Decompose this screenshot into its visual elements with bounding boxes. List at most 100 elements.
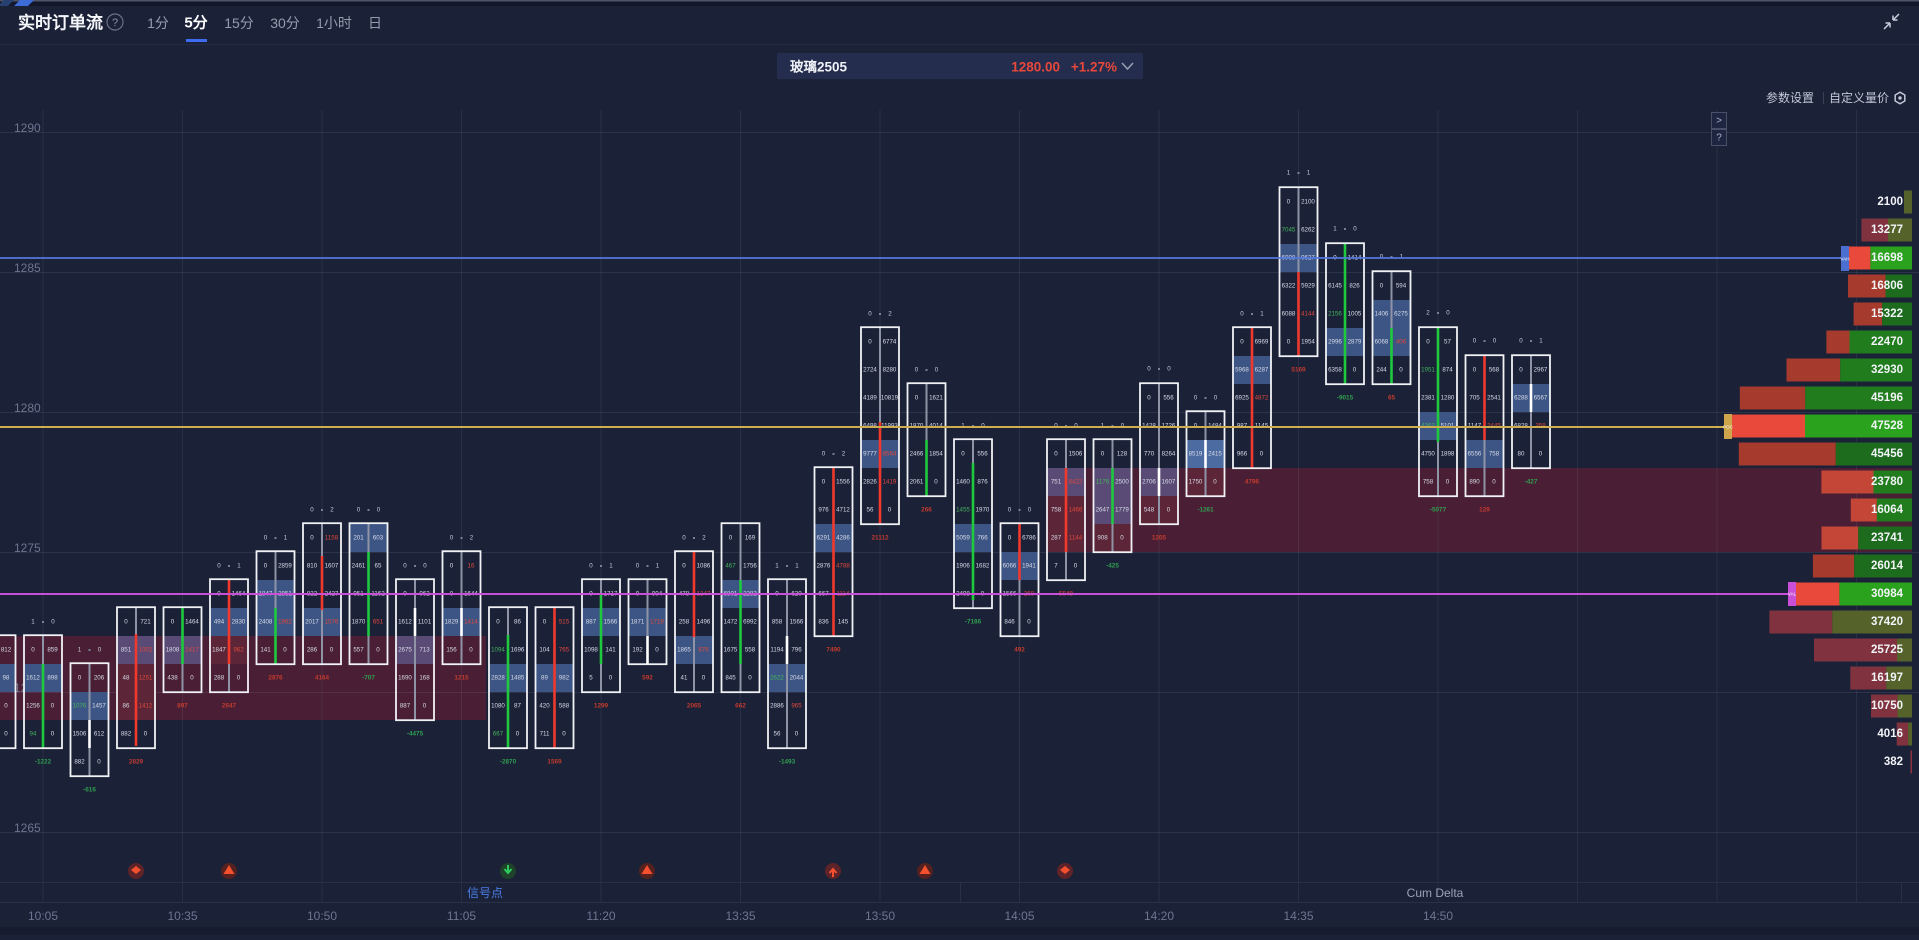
- svg-text:145: 145: [838, 619, 849, 626]
- svg-text:1506: 1506: [73, 731, 87, 738]
- svg-text:0: 0: [961, 451, 965, 458]
- svg-text:23741: 23741: [1871, 532, 1904, 544]
- svg-text:812: 812: [1, 647, 12, 654]
- svg-text:2: 2: [1426, 310, 1430, 317]
- svg-text:0: 0: [1473, 338, 1477, 345]
- svg-text:80: 80: [1518, 451, 1525, 458]
- svg-text:859: 859: [47, 647, 58, 654]
- svg-text:1951: 1951: [1421, 367, 1435, 374]
- svg-text:0: 0: [868, 311, 872, 318]
- svg-text:846: 846: [1004, 619, 1015, 626]
- svg-text:976: 976: [818, 507, 829, 514]
- svg-text:713: 713: [419, 647, 430, 654]
- svg-text:1分: 1分: [147, 15, 169, 31]
- svg-text:6288: 6288: [1514, 395, 1528, 402]
- svg-text:0: 0: [51, 703, 55, 710]
- svg-text:128: 128: [1117, 451, 1128, 458]
- svg-text:9777: 9777: [863, 451, 877, 458]
- svg-text:0: 0: [1008, 535, 1012, 542]
- svg-text:206: 206: [94, 675, 105, 682]
- svg-text:56: 56: [867, 507, 874, 514]
- svg-text:1460: 1460: [956, 479, 970, 486]
- svg-text:4016: 4016: [1877, 728, 1903, 740]
- svg-text:1194: 1194: [770, 647, 784, 654]
- svg-text:286: 286: [307, 647, 318, 654]
- svg-text:2828: 2828: [491, 675, 505, 682]
- svg-text:0: 0: [496, 619, 500, 626]
- svg-text:23780: 23780: [1871, 476, 1903, 488]
- svg-text:0: 0: [450, 535, 454, 542]
- svg-text:0: 0: [310, 535, 314, 542]
- svg-text:1094: 1094: [491, 647, 505, 654]
- svg-text:7: 7: [1054, 563, 1058, 570]
- svg-text:信号点: 信号点: [467, 886, 503, 900]
- svg-text:858: 858: [772, 619, 783, 626]
- svg-text:26014: 26014: [1871, 560, 1904, 572]
- svg-text:-1493: -1493: [779, 759, 796, 766]
- svg-text:0: 0: [469, 647, 473, 654]
- svg-text:556: 556: [1163, 395, 1174, 402]
- svg-text:5968: 5968: [1235, 367, 1249, 374]
- svg-text:4286: 4286: [836, 535, 850, 542]
- svg-text:874: 874: [1442, 367, 1453, 374]
- svg-text:-425: -425: [1106, 563, 1119, 570]
- svg-text:15分: 15分: [224, 15, 254, 31]
- svg-text:1: 1: [1287, 170, 1291, 177]
- svg-text:6066: 6066: [1003, 563, 1017, 570]
- svg-text:1607: 1607: [325, 563, 339, 570]
- svg-text:556: 556: [977, 451, 988, 458]
- svg-text:876: 876: [698, 647, 709, 654]
- svg-text:258: 258: [679, 619, 690, 626]
- svg-text:1612: 1612: [26, 675, 40, 682]
- svg-text:141: 141: [605, 647, 616, 654]
- svg-text:VAH: VAH: [1841, 257, 1850, 262]
- svg-text:287: 287: [1051, 535, 1062, 542]
- svg-text:6567: 6567: [1534, 395, 1548, 402]
- svg-text:592: 592: [642, 675, 653, 682]
- svg-text:1566: 1566: [604, 619, 618, 626]
- svg-text:48: 48: [123, 675, 130, 682]
- svg-text:14:35: 14:35: [1283, 909, 1313, 923]
- svg-text:2044: 2044: [790, 675, 804, 682]
- svg-text:0: 0: [934, 479, 938, 486]
- svg-text:1607: 1607: [1162, 479, 1176, 486]
- svg-text:2996: 2996: [1328, 339, 1342, 346]
- svg-text:467: 467: [725, 563, 736, 570]
- svg-text:1: 1: [1400, 254, 1404, 261]
- svg-text:1144: 1144: [1069, 535, 1083, 542]
- svg-text:1: 1: [284, 535, 288, 542]
- svg-text:2826: 2826: [863, 479, 877, 486]
- svg-text:2541: 2541: [1487, 395, 1501, 402]
- svg-text:0: 0: [1492, 479, 1496, 486]
- svg-text:0: 0: [1380, 254, 1384, 261]
- svg-text:10:50: 10:50: [307, 909, 337, 923]
- svg-text:-9015: -9015: [1337, 395, 1354, 402]
- svg-text:168: 168: [419, 675, 430, 682]
- svg-text:2647: 2647: [1096, 507, 1110, 514]
- svg-text:0: 0: [423, 563, 427, 570]
- svg-text:14:50: 14:50: [1423, 909, 1453, 923]
- svg-text:0: 0: [1353, 226, 1357, 233]
- svg-text:0: 0: [1287, 339, 1291, 346]
- svg-text:0: 0: [78, 675, 82, 682]
- svg-text:6291: 6291: [817, 535, 831, 542]
- svg-text:1: 1: [78, 647, 82, 654]
- svg-text:288: 288: [214, 675, 225, 682]
- svg-text:1779: 1779: [1115, 507, 1129, 514]
- svg-text:612: 612: [94, 731, 105, 738]
- svg-text:0: 0: [1353, 367, 1357, 374]
- svg-text:882: 882: [121, 731, 132, 738]
- svg-text:0: 0: [562, 731, 566, 738]
- svg-text:2829: 2829: [129, 759, 144, 766]
- svg-text:0: 0: [702, 675, 706, 682]
- svg-text:0: 0: [1028, 507, 1032, 514]
- svg-text:1506: 1506: [1069, 451, 1083, 458]
- svg-text:1101: 1101: [418, 619, 432, 626]
- svg-text:65: 65: [1388, 395, 1396, 402]
- svg-text:1: 1: [1333, 226, 1337, 233]
- svg-text:141: 141: [260, 647, 271, 654]
- svg-text:962: 962: [233, 647, 244, 654]
- svg-text:0: 0: [1027, 619, 1031, 626]
- svg-text:8519: 8519: [1189, 451, 1203, 458]
- svg-text:25725: 25725: [1871, 644, 1904, 656]
